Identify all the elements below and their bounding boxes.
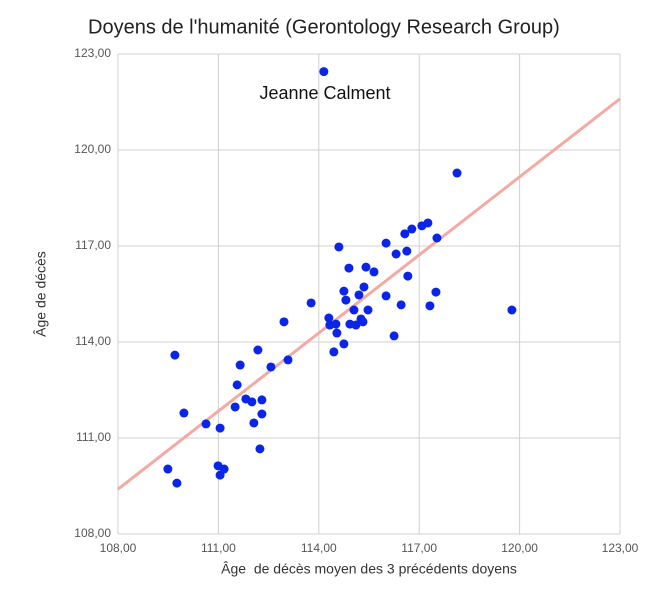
point: [232, 380, 242, 390]
point: [339, 339, 349, 349]
x-tick-label: 114,00: [301, 541, 337, 555]
point: [172, 478, 182, 488]
point: [358, 317, 368, 327]
point: [354, 290, 364, 300]
point: [319, 67, 329, 77]
annotation: Jeanne Calment: [259, 83, 390, 103]
point: [431, 287, 441, 297]
point: [339, 286, 349, 296]
point: [359, 282, 369, 292]
point: [452, 168, 462, 178]
x-tick-label: 120,00: [501, 541, 538, 555]
x-axis-label: Âge de décès moyen des 3 précédents doye…: [221, 561, 517, 577]
point: [230, 402, 240, 412]
point: [361, 262, 371, 272]
x-tick-label: 111,00: [201, 541, 236, 555]
point: [402, 246, 412, 256]
point: [257, 395, 267, 405]
y-tick-label: 111,00: [76, 430, 111, 444]
y-axis-label: Âge de décès: [33, 251, 49, 337]
point: [215, 423, 225, 433]
point: [403, 271, 413, 281]
x-tick-label: 117,00: [401, 541, 437, 555]
point: [432, 233, 442, 243]
point: [279, 317, 289, 327]
point: [507, 305, 517, 315]
point: [163, 464, 173, 474]
point: [331, 319, 341, 329]
point: [400, 229, 410, 239]
point: [389, 331, 399, 341]
point: [423, 218, 433, 228]
point: [257, 409, 267, 419]
y-tick-label: 120,00: [74, 142, 111, 156]
point: [170, 350, 180, 360]
chart-title: Doyens de l'humanité (Gerontology Resear…: [88, 16, 560, 38]
point: [306, 298, 316, 308]
point: [324, 313, 334, 323]
point: [219, 464, 229, 474]
point: [253, 345, 263, 355]
y-tick-label: 108,00: [74, 526, 111, 540]
point: [344, 263, 354, 273]
point: [247, 397, 257, 407]
trendline: [117, 97, 621, 491]
point: [425, 301, 435, 311]
point: [391, 249, 401, 259]
point: [351, 320, 361, 330]
point: [349, 305, 359, 315]
point: [201, 419, 211, 429]
point: [332, 328, 342, 338]
point: [407, 224, 417, 234]
y-tick-label: 114,00: [75, 334, 111, 348]
point: [363, 305, 373, 315]
point: [255, 444, 265, 454]
point: [341, 295, 351, 305]
point: [283, 355, 293, 365]
point: [179, 408, 189, 418]
point: [249, 418, 259, 428]
point: [381, 238, 391, 248]
point: [235, 360, 245, 370]
point: [266, 362, 276, 372]
point: [381, 291, 391, 301]
point: [369, 267, 379, 277]
point: [396, 300, 406, 310]
y-tick-label: 117,00: [75, 238, 111, 252]
x-tick-label: 123,00: [602, 541, 639, 555]
x-tick-label: 108,00: [100, 541, 137, 555]
y-tick-label: 123,00: [74, 46, 111, 60]
point: [334, 242, 344, 252]
point: [329, 347, 339, 357]
